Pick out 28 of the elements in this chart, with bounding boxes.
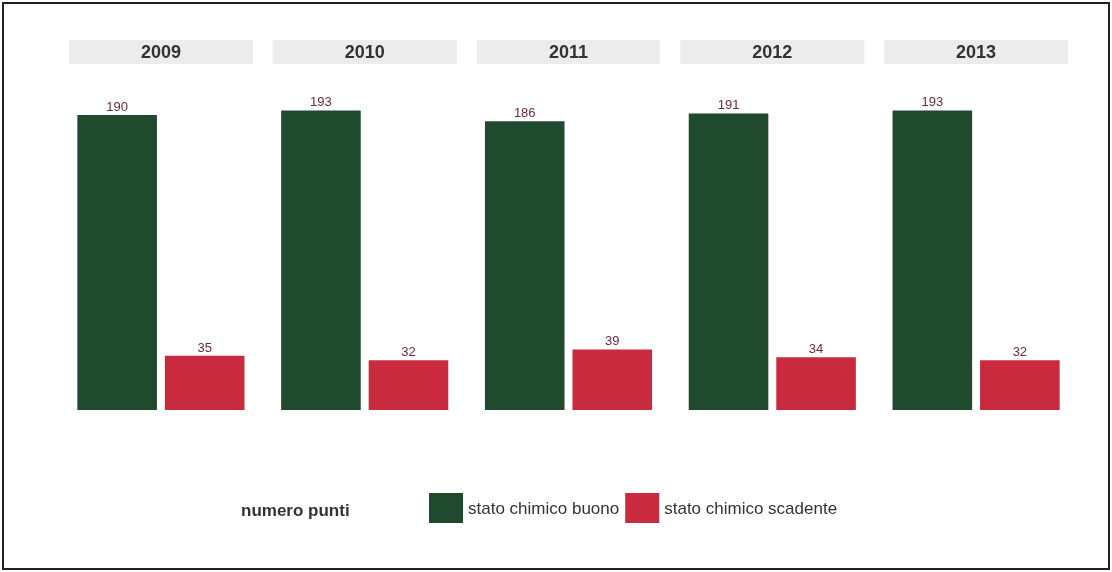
bar (77, 115, 157, 410)
data-label: 193 (310, 94, 332, 110)
data-label: 35 (197, 339, 212, 355)
x-tick-label: 2011 (548, 42, 589, 62)
legend-title: numero punti (241, 501, 350, 520)
bar (892, 110, 973, 410)
bar (164, 355, 245, 410)
bar (572, 349, 653, 410)
legend-label: stato chimico buono (468, 498, 620, 518)
x-tick-label: 2012 (752, 42, 793, 62)
data-label: 32 (1012, 344, 1028, 360)
data-label: 186 (513, 105, 536, 121)
x-tick-label: 2010 (344, 42, 385, 62)
bar (776, 357, 856, 410)
bar (980, 360, 1060, 410)
bar (484, 121, 565, 410)
data-label: 32 (401, 344, 416, 360)
data-label: 191 (717, 97, 740, 113)
x-tick-label: 2013 (956, 42, 997, 62)
x-tick-label: 2009 (140, 42, 181, 62)
data-label: 190 (106, 99, 128, 115)
data-label: 34 (808, 341, 824, 357)
bar (688, 113, 769, 410)
bar (368, 360, 449, 410)
bar (281, 110, 361, 410)
data-label: 39 (605, 333, 620, 349)
data-label: 193 (921, 94, 944, 110)
legend-label: stato chimico scadente (664, 498, 838, 518)
